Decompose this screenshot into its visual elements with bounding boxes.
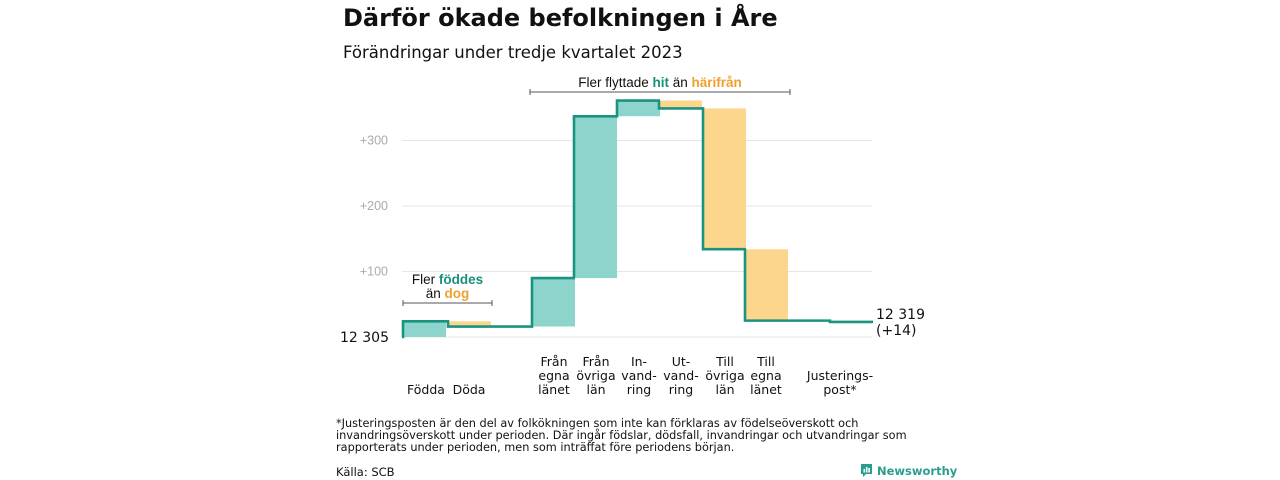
start-value-label: 12 305 [340,330,389,346]
bar-döda [448,321,491,327]
category-label: Till övriga län [705,354,744,397]
bar-från-egna-länet [532,278,575,327]
y-tick-label: +200 [360,199,388,213]
y-tick-label: +100 [360,265,388,279]
category-label: Döda [453,382,486,397]
footnote: *Justeringsposten är den del av folkökni… [336,417,907,454]
bar-invandring [617,100,660,117]
chart-title: Därför ökade befolkningen i Åre [343,4,778,32]
brand-name: Newsworthy [877,463,958,478]
newsworthy-logo-icon [861,464,872,477]
annotation-migration: Fler flyttade hit än härifrån [578,75,742,90]
category-label: Från övriga län [576,354,615,397]
bar-till-övriga-län [703,108,746,250]
annotation-births-line2: än dog [426,286,470,301]
brand-logo: Newsworthy [860,463,957,478]
bar-födda [403,321,446,337]
bar-till-egna-länet [745,249,788,321]
y-tick-label: +300 [360,134,388,148]
source-label: Källa: SCB [336,465,395,479]
category-label: Från egna länet [538,354,570,397]
category-label: Till egna länet [750,354,782,397]
category-label: Justerings-post* [806,368,873,397]
category-label: In-vand-ring [621,354,656,397]
category-label: Födda [407,382,445,397]
category-label: Ut-vand-ring [663,354,698,397]
bar-från-övriga-län [574,116,617,279]
chart-subtitle: Förändringar under tredje kvartalet 2023 [343,43,683,62]
end-change-label: (+14) [876,323,916,339]
annotation-births-line1: Fler föddes [412,272,483,287]
bar-utvandring [659,100,702,109]
cumulative-step-line [401,99,873,339]
end-value-label: 12 319 [876,307,925,323]
